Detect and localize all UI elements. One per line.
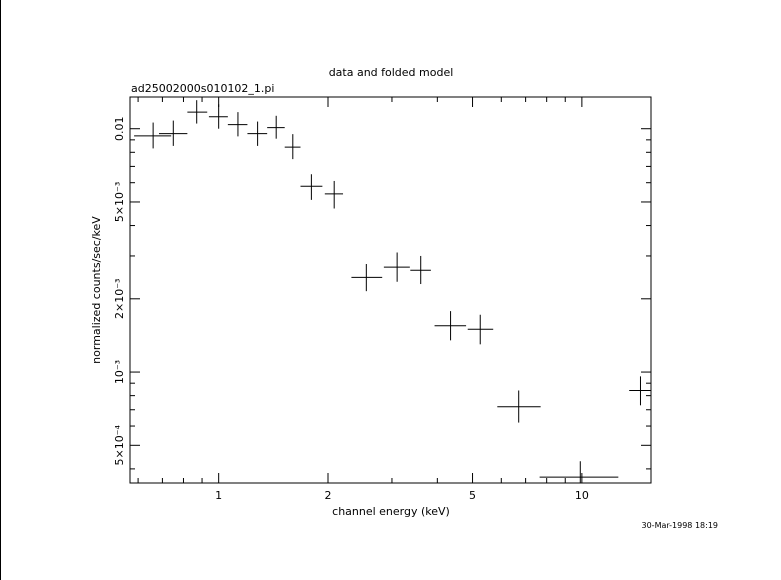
y-axis-label: normalized counts/sec/keV — [90, 216, 103, 364]
data-point — [227, 112, 248, 137]
data-point — [247, 121, 268, 146]
data-point — [539, 461, 619, 483]
data-points — [134, 100, 651, 483]
x-axis-label: channel energy (keV) — [332, 505, 450, 518]
data-point — [629, 376, 651, 406]
data-point — [467, 314, 494, 345]
y-tick-label: 0.01 — [113, 116, 126, 141]
y-tick-label: 5×10⁻³ — [113, 182, 126, 222]
chart-title: data and folded model — [329, 66, 454, 79]
y-tick-label: 2×10⁻³ — [113, 279, 126, 319]
y-tick-label: 10⁻³ — [113, 360, 126, 384]
data-point — [497, 390, 541, 423]
data-point — [410, 255, 431, 285]
y-axis-ticks — [130, 128, 651, 470]
data-point — [434, 311, 467, 341]
data-point — [383, 252, 410, 282]
x-axis-ticks — [137, 97, 583, 483]
data-point — [158, 120, 188, 146]
y-axis-tick-labels: 5×10⁻⁴ 10⁻³ 2×10⁻³ 5×10⁻³ 0.01 — [113, 116, 126, 465]
chart-subtitle: ad25002000s010102_1.pi — [131, 82, 274, 95]
x-tick-label: 10 — [575, 489, 589, 502]
x-tick-label: 2 — [325, 489, 332, 502]
data-point — [267, 115, 285, 139]
data-point — [300, 174, 323, 200]
timestamp: 30-Mar-1998 18:19 — [642, 521, 719, 530]
x-tick-label: 1 — [215, 489, 222, 502]
data-point — [284, 134, 301, 160]
window-left-border — [0, 0, 1, 580]
x-axis-tick-labels: 1 2 5 10 — [215, 489, 589, 502]
x-tick-label: 5 — [469, 489, 476, 502]
data-point — [134, 122, 172, 149]
data-point — [187, 100, 208, 124]
data-point — [351, 264, 383, 292]
data-point — [208, 104, 228, 129]
plot-frame — [129, 96, 652, 484]
y-tick-label: 5×10⁻⁴ — [113, 425, 126, 466]
data-point — [324, 180, 344, 209]
